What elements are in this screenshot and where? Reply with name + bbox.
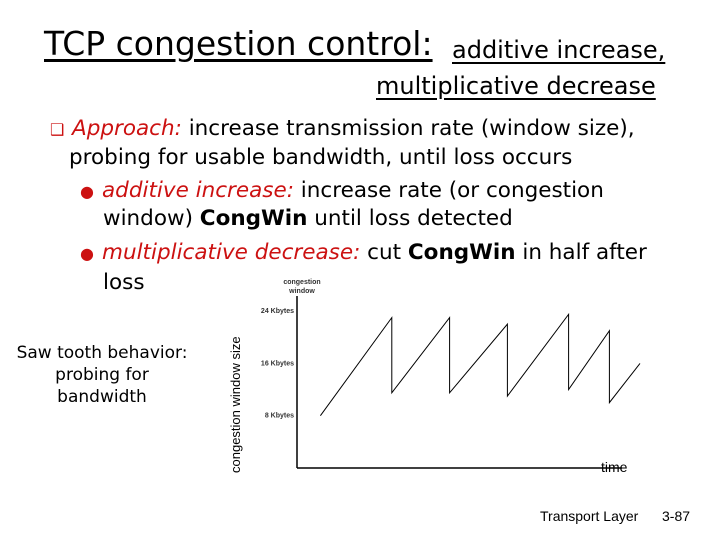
multiplicative-decrease-bullet: ● multiplicative decrease: cut CongWin in…: [80, 240, 647, 265]
approach-text-1: increase transmission rate (window size)…: [181, 116, 635, 141]
y-axis-label: congestion window size: [228, 336, 243, 473]
series-group: [319, 312, 641, 416]
multiplicative-decrease-text-1: cut: [360, 240, 408, 265]
congwin-term: CongWin: [407, 240, 516, 265]
additive-increase-bullet: ● additive increase: increase rate (or co…: [80, 178, 604, 203]
additive-increase-text-2a: window): [103, 206, 200, 231]
chart-title-line-1: congestion: [283, 279, 320, 286]
square-bullet-icon: ❑: [50, 120, 65, 139]
slide-subtitle-line-1: additive increase,: [452, 36, 666, 64]
approach-text-2: probing for usable bandwidth, until loss…: [69, 145, 573, 170]
y-tick-label-1: 16 Kbytes: [261, 360, 294, 367]
approach-bullet: ❑ Approach: increase transmission rate (w…: [50, 116, 635, 141]
slide-subtitle-line-2: multiplicative decrease: [376, 72, 656, 100]
multiplicative-decrease-text-3: loss: [103, 270, 145, 295]
y-tick-label-2: 24 Kbytes: [261, 308, 294, 315]
y-ticks: 8 Kbytes 16 Kbytes 24 Kbytes: [261, 308, 294, 420]
additive-increase-line-2: window) CongWin until loss detected: [103, 206, 513, 231]
series-line-0: [319, 312, 641, 416]
chart-title-line-2: window: [288, 288, 315, 295]
congwin-term: CongWin: [199, 206, 308, 231]
page-number: 3-87: [662, 508, 691, 524]
additive-increase-label: additive increase:: [102, 178, 294, 203]
sub-bullet-icon: ●: [80, 182, 94, 201]
sub-bullet-icon: ●: [80, 244, 94, 263]
additive-increase-text-1: increase rate (or congestion: [293, 178, 604, 203]
slide-title: TCP congestion control:: [44, 24, 433, 63]
y-tick-label-0: 8 Kbytes: [265, 413, 294, 420]
footer-label: Transport Layer: [540, 508, 639, 524]
multiplicative-decrease-text-2: in half after: [515, 240, 647, 265]
multiplicative-decrease-label: multiplicative decrease:: [102, 240, 361, 265]
x-axis-label: time: [601, 459, 628, 475]
approach-label: Approach:: [72, 116, 182, 141]
additive-increase-text-2b: until loss detected: [307, 206, 513, 231]
sawtooth-caption: Saw tooth behavior: probing for bandwidt…: [16, 343, 188, 407]
